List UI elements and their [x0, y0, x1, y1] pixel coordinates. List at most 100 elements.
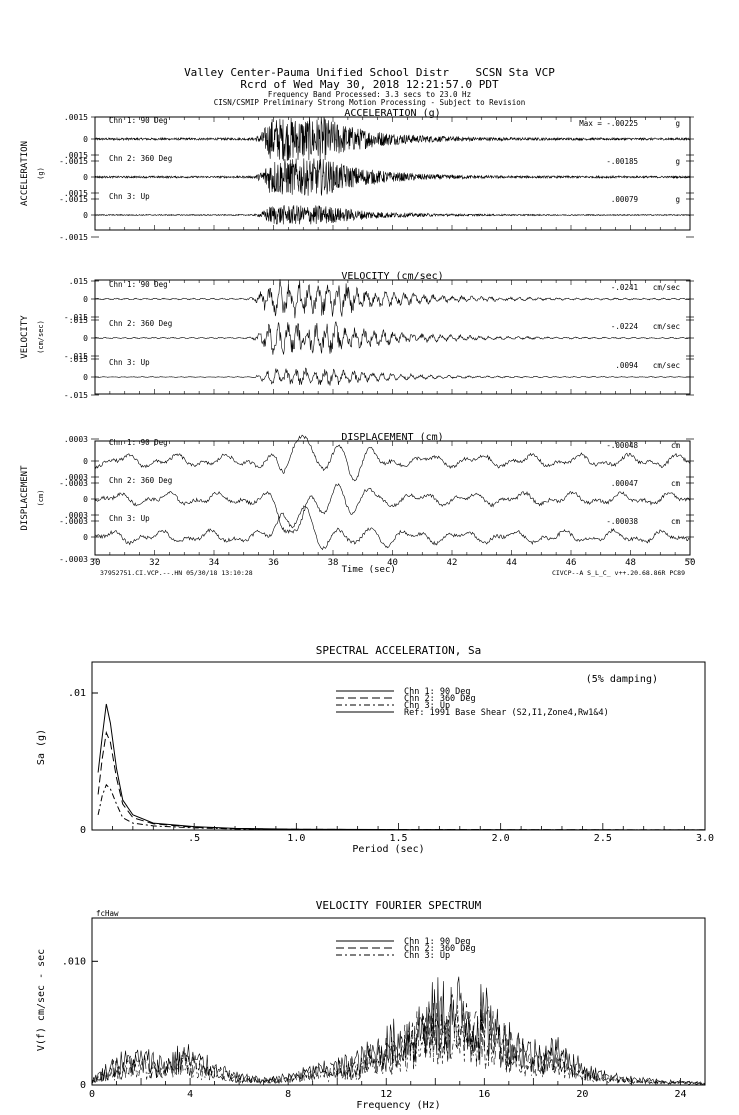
- fourier-y-tick-label: .010: [62, 956, 86, 967]
- fourier-x-axis-label: Frequency (Hz): [356, 1100, 440, 1111]
- time-tick-label: 38: [328, 558, 339, 568]
- displacement-unit-label: (cm): [37, 490, 45, 507]
- fourier-frame: [91, 917, 706, 1086]
- sa-x-tick-label: 3.0: [696, 833, 714, 844]
- footer-processing-id: CIVCP--A S_L_C_ v++.20.68.86R PC89: [552, 569, 685, 577]
- acceleration-peak-value: .00079: [611, 195, 638, 204]
- acceleration-channel-label: Chn 2: 360 Deg: [109, 154, 172, 163]
- acceleration-channel-label: Chn 1: 90 Deg: [109, 116, 168, 125]
- displacement-y-tick-label: 0: [83, 457, 88, 466]
- velocity-y-tick-label: 0: [83, 373, 88, 382]
- time-tick-label: 44: [506, 558, 517, 568]
- time-tick-label: 32: [149, 558, 160, 568]
- fourier-x-tick-label: 4: [187, 1089, 193, 1100]
- sa-frame: [91, 661, 706, 831]
- fourier-x-tick-label: 12: [380, 1089, 392, 1100]
- fourier-title: VELOCITY FOURIER SPECTRUM: [316, 899, 482, 912]
- fourier-series-line-1: [92, 976, 706, 1085]
- station-title: Valley Center-Pauma Unified School Distr…: [184, 66, 555, 79]
- displacement-trace-1: [94, 434, 690, 482]
- displacement-y-tick-label: .0003: [64, 511, 88, 520]
- time-tick-label: 30: [90, 558, 101, 568]
- velocity-unit-label: (cm/sec): [37, 320, 45, 354]
- displacement-peak-unit: cm: [671, 479, 681, 488]
- fourier-y-tick-label: 0: [80, 1080, 86, 1091]
- displacement-y-tick-label: 0: [83, 495, 88, 504]
- displacement-trace-3: [94, 505, 690, 551]
- sa-series-line-1: [97, 703, 706, 831]
- time-axis-label: Time (sec): [342, 565, 396, 575]
- displacement-axis-label: DISPLACEMENT: [20, 465, 30, 531]
- acceleration-channel-label: Chn 3: Up: [109, 192, 150, 201]
- acceleration-peak-unit: g: [675, 157, 680, 166]
- sa-damping-note: (5% damping): [586, 674, 658, 685]
- time-tick-label: 34: [209, 558, 220, 568]
- velocity-y-tick-label: 0: [83, 334, 88, 343]
- sa-legend-label: Chn 1: 90 Deg: [404, 687, 471, 697]
- acceleration-y-tick-label: 0: [83, 211, 88, 220]
- displacement-y-tick-label: -.0003: [59, 517, 88, 526]
- acceleration-title: ACCELERATION (g): [344, 108, 440, 119]
- acceleration-y-tick-label: .0015: [64, 189, 88, 198]
- fourier-x-tick-label: 16: [478, 1089, 490, 1100]
- sa-title: SPECTRAL ACCELERATION, Sa: [316, 644, 482, 657]
- sa-x-tick-label: 1.5: [389, 833, 407, 844]
- velocity-y-tick-label: .015: [69, 355, 88, 364]
- velocity-y-tick-label: -.015: [64, 352, 88, 361]
- acceleration-frame: [94, 116, 691, 231]
- velocity-peak-unit: cm/sec: [653, 322, 680, 331]
- displacement-y-tick-label: -.0003: [59, 555, 88, 564]
- acceleration-unit-label: (g): [37, 167, 45, 180]
- displacement-y-tick-label: .0003: [64, 473, 88, 482]
- time-tick-label: 48: [625, 558, 636, 568]
- time-tick-label: 40: [387, 558, 398, 568]
- sa-legend-label: Ref: 1991 Base Shear (S2,I1,Zone4,Rw1&4): [404, 708, 609, 718]
- velocity-y-tick-label: .015: [69, 316, 88, 325]
- sa-y-tick-label: .01: [68, 688, 86, 699]
- acceleration-peak-unit: g: [675, 119, 680, 128]
- displacement-peak-unit: cm: [671, 517, 681, 526]
- displacement-peak-value: -.00048: [606, 441, 638, 450]
- sa-y-axis-label: Sa (g): [36, 729, 47, 765]
- acceleration-y-tick-label: .0015: [64, 113, 88, 122]
- displacement-channel-label: Chn 3: Up: [109, 514, 150, 523]
- fourier-legend-label: Chn 1: 90 Deg: [404, 937, 471, 947]
- displacement-trace-2: [94, 483, 690, 534]
- acceleration-y-tick-label: .0015: [64, 151, 88, 160]
- velocity-y-tick-label: 0: [83, 295, 88, 304]
- acceleration-y-tick-label: -.0015: [59, 233, 88, 242]
- velocity-trace-2: [94, 321, 690, 355]
- sa-y-tick-label: 0: [80, 825, 86, 836]
- velocity-y-tick-label: -.015: [64, 313, 88, 322]
- displacement-channel-label: Chn 1: 90 Deg: [109, 438, 168, 447]
- time-tick-label: 50: [685, 558, 696, 568]
- velocity-peak-unit: cm/sec: [653, 283, 680, 292]
- fourier-x-tick-label: 24: [674, 1089, 686, 1100]
- acceleration-axis-label: ACCELERATION: [20, 141, 30, 206]
- velocity-y-tick-label: .015: [69, 277, 88, 286]
- velocity-peak-unit: cm/sec: [653, 361, 680, 370]
- displacement-y-tick-label: -.0003: [59, 479, 88, 488]
- fourier-series-line-3: [92, 1005, 705, 1085]
- sa-x-tick-label: 1.0: [287, 833, 305, 844]
- frequency-band: Frequency Band Processed: 3.3 secs to 23…: [267, 90, 472, 99]
- acceleration-trace-3: [94, 205, 691, 225]
- time-tick-label: 42: [447, 558, 458, 568]
- velocity-title: VELOCITY (cm/sec): [341, 271, 443, 282]
- acceleration-peak-value: Max = -.00225: [579, 119, 638, 128]
- velocity-peak-value: .0094: [615, 361, 638, 370]
- velocity-trace-3: [94, 367, 690, 386]
- acceleration-trace-2: [94, 158, 690, 196]
- velocity-channel-label: Chn 1: 90 Deg: [109, 280, 168, 289]
- acceleration-peak-unit: g: [675, 195, 680, 204]
- velocity-peak-value: -.0241: [611, 283, 638, 292]
- time-tick-label: 36: [268, 558, 279, 568]
- sa-legend-label: Chn 3: Up: [404, 701, 450, 711]
- velocity-channel-label: Chn 2: 360 Deg: [109, 319, 172, 328]
- fourier-y-axis-label: V(f) cm/sec - sec: [36, 949, 47, 1051]
- sa-x-axis-label: Period (sec): [352, 844, 424, 855]
- velocity-peak-value: -.0224: [611, 322, 639, 331]
- fourier-legend-label: Chn 2: 360 Deg: [404, 944, 476, 954]
- velocity-trace-1: [94, 279, 690, 319]
